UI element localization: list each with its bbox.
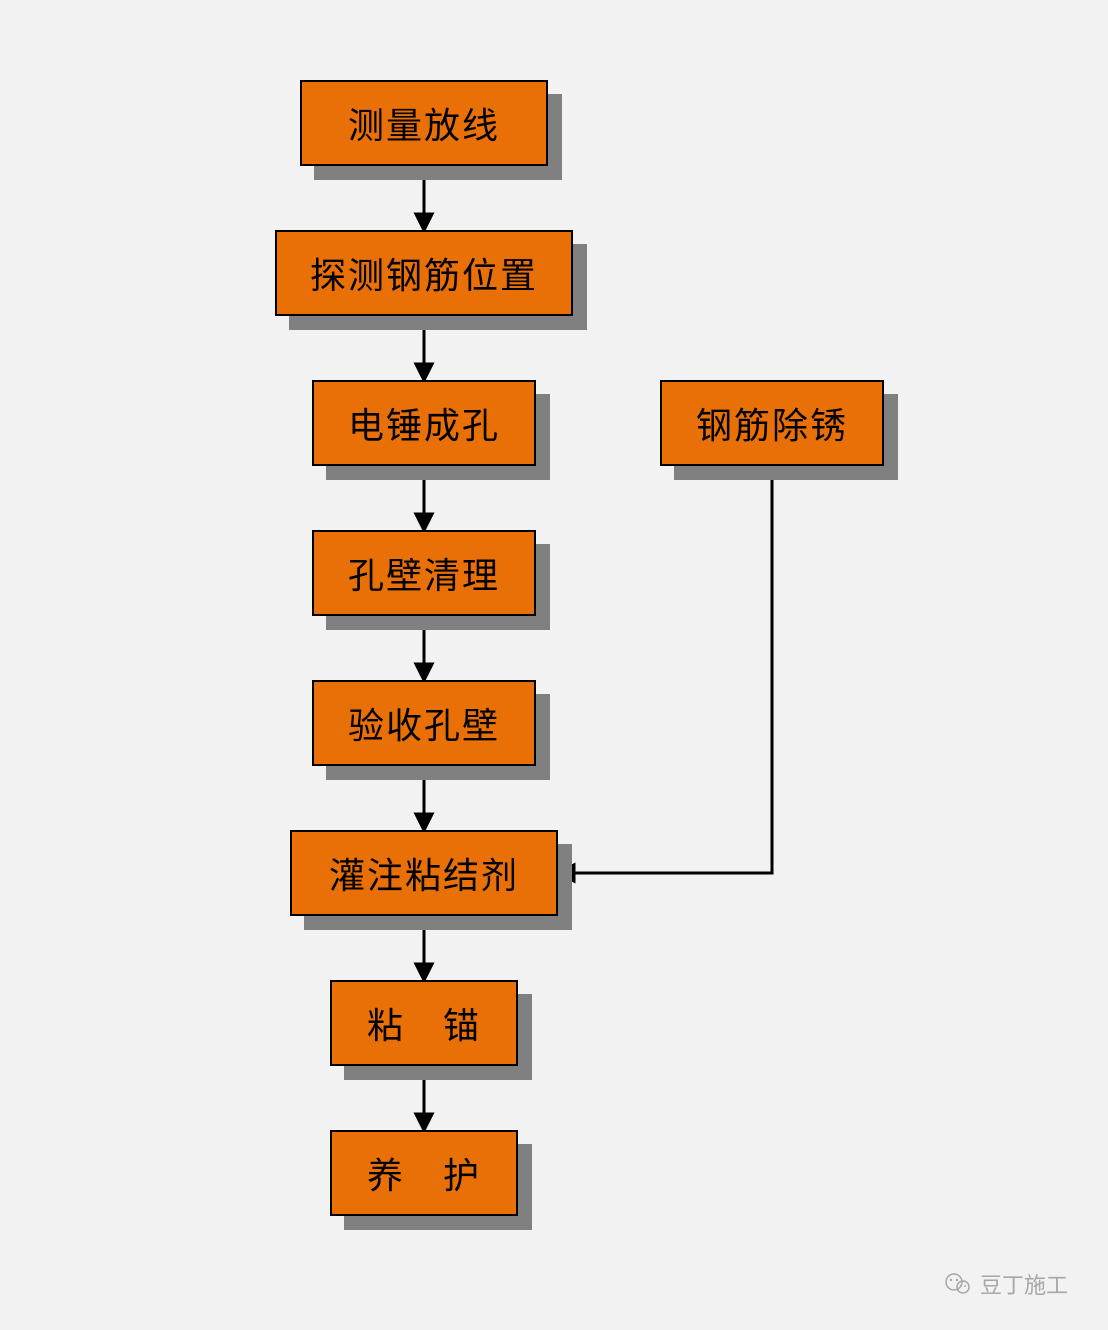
node-box: 灌注粘结剂 bbox=[290, 830, 558, 916]
node-box: 电锤成孔 bbox=[312, 380, 536, 466]
node-box: 钢筋除锈 bbox=[660, 380, 884, 466]
flow-node-n8: 养 护 bbox=[330, 1130, 532, 1230]
node-box: 验收孔壁 bbox=[312, 680, 536, 766]
flow-node-n9: 钢筋除锈 bbox=[660, 380, 898, 480]
flow-node-n1: 测量放线 bbox=[300, 80, 562, 180]
node-box: 粘 锚 bbox=[330, 980, 518, 1066]
node-box: 探测钢筋位置 bbox=[275, 230, 573, 316]
flow-node-n7: 粘 锚 bbox=[330, 980, 532, 1080]
node-box: 孔壁清理 bbox=[312, 530, 536, 616]
edges-layer bbox=[0, 0, 1108, 1330]
flow-node-n3: 电锤成孔 bbox=[312, 380, 550, 480]
flowchart-canvas: 测量放线探测钢筋位置电锤成孔孔壁清理验收孔壁灌注粘结剂粘 锚养 护 钢筋除锈 豆丁… bbox=[0, 0, 1108, 1330]
flow-node-n5: 验收孔壁 bbox=[312, 680, 550, 780]
watermark: 豆丁施工 bbox=[944, 1268, 1068, 1300]
flow-node-n4: 孔壁清理 bbox=[312, 530, 550, 630]
wechat-icon bbox=[944, 1270, 972, 1298]
flow-node-n2: 探测钢筋位置 bbox=[275, 230, 587, 330]
edge-n9-n6 bbox=[558, 466, 772, 873]
watermark-text: 豆丁施工 bbox=[980, 1268, 1068, 1300]
node-box: 测量放线 bbox=[300, 80, 548, 166]
node-box: 养 护 bbox=[330, 1130, 518, 1216]
flow-node-n6: 灌注粘结剂 bbox=[290, 830, 572, 930]
